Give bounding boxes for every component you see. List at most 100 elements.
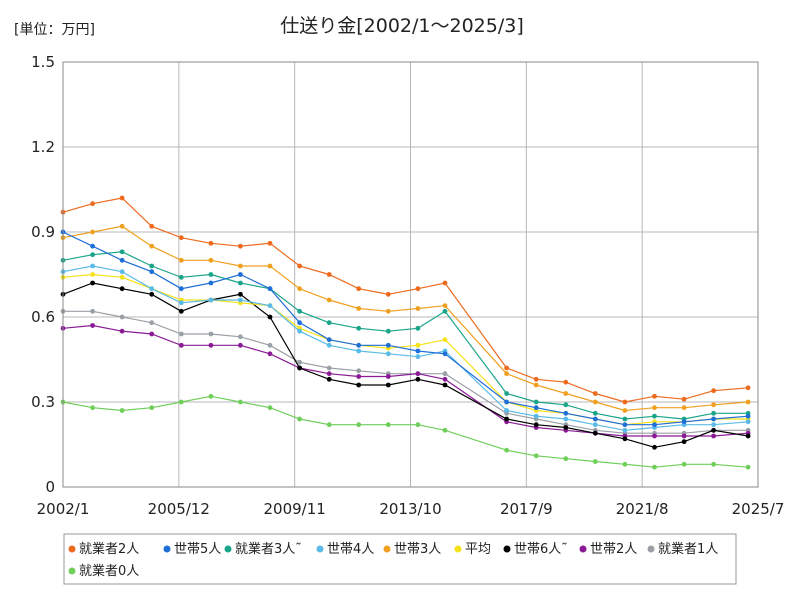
legend-item: 世帯5人 xyxy=(163,542,221,557)
data-point xyxy=(415,342,421,348)
data-point xyxy=(119,257,125,263)
data-point xyxy=(533,382,539,388)
data-point xyxy=(711,427,716,433)
legend-label: 平均 xyxy=(465,542,491,557)
data-point xyxy=(178,300,184,306)
data-point xyxy=(238,291,243,297)
grid xyxy=(62,61,759,488)
x-tick-label: 2005/12 xyxy=(148,500,210,518)
data-point xyxy=(622,408,628,413)
data-point xyxy=(208,280,214,286)
data-point xyxy=(622,399,628,405)
data-point xyxy=(504,391,509,396)
data-point xyxy=(681,396,687,402)
legend-label: 就業者2人 xyxy=(79,541,139,557)
data-point xyxy=(297,263,302,269)
data-point xyxy=(208,240,214,246)
data-point xyxy=(711,388,716,394)
x-tick-label: 2009/11 xyxy=(264,500,326,518)
data-point xyxy=(356,422,362,428)
data-point xyxy=(415,422,421,428)
data-point xyxy=(533,422,539,428)
data-point xyxy=(326,272,332,277)
data-point xyxy=(238,297,243,303)
data-point xyxy=(533,453,539,459)
data-point xyxy=(297,308,302,314)
legend-item: 世帯6人˜ xyxy=(503,542,568,557)
data-point xyxy=(267,405,273,411)
data-point xyxy=(90,229,95,235)
data-point xyxy=(238,399,243,405)
data-point xyxy=(267,263,273,269)
data-point xyxy=(385,382,391,388)
data-point xyxy=(415,348,421,354)
data-point xyxy=(745,413,751,419)
legend-label: 世帯2人 xyxy=(590,542,637,557)
data-point xyxy=(415,354,421,360)
data-point xyxy=(208,272,214,277)
data-point xyxy=(385,308,391,314)
data-point xyxy=(326,320,332,326)
data-point xyxy=(442,371,448,377)
data-point xyxy=(90,243,95,249)
data-point xyxy=(504,365,509,371)
data-point xyxy=(149,223,155,229)
data-point xyxy=(592,410,598,416)
data-point xyxy=(415,376,421,382)
data-point xyxy=(652,413,657,419)
data-point xyxy=(415,286,421,292)
x-tick-label: 2013/10 xyxy=(379,500,441,518)
data-point xyxy=(178,235,184,241)
data-point xyxy=(442,382,448,388)
legend-marker xyxy=(383,545,391,553)
legend-label: 就業者3人˜ xyxy=(235,541,302,557)
data-point xyxy=(356,374,362,379)
series-1 xyxy=(60,195,751,405)
data-point xyxy=(442,308,448,314)
y-tick-label: 0.6 xyxy=(31,308,55,326)
legend: 就業者2人 世帯5人 就業者3人˜ 世帯4人 世帯3人 平均 世帯6人˜ 世帯2人 就業者1人就… xyxy=(63,533,737,585)
y-tick-label: 0 xyxy=(45,478,55,496)
data-point xyxy=(711,402,716,408)
data-point xyxy=(297,328,302,334)
legend-item: 就業者2人 xyxy=(68,541,139,557)
chart-title: 仕送り金[2002/1〜2025/3] xyxy=(280,15,524,37)
data-point xyxy=(681,405,687,411)
data-point xyxy=(119,269,125,275)
legend-item: 就業者0人 xyxy=(68,563,139,579)
legend-marker xyxy=(68,567,76,575)
data-point xyxy=(119,286,125,292)
legend-marker xyxy=(503,545,511,553)
data-point xyxy=(442,351,448,357)
data-point xyxy=(238,342,243,348)
data-point xyxy=(622,427,628,433)
data-point xyxy=(681,433,687,439)
data-point xyxy=(297,359,302,365)
data-point xyxy=(356,382,362,388)
data-point xyxy=(622,422,628,428)
data-point xyxy=(745,399,751,405)
legend-marker xyxy=(647,545,655,553)
data-point xyxy=(711,410,716,416)
legend-marker xyxy=(163,545,171,553)
data-point xyxy=(326,376,332,382)
data-point xyxy=(149,243,155,249)
data-point xyxy=(745,433,751,439)
data-point xyxy=(149,263,155,269)
data-point xyxy=(504,416,509,422)
data-point xyxy=(119,408,125,413)
data-point xyxy=(385,328,391,334)
x-tick-label: 2021/8 xyxy=(616,500,669,518)
data-point xyxy=(178,257,184,263)
data-point xyxy=(592,430,598,436)
data-point xyxy=(208,257,214,263)
data-point xyxy=(326,297,332,303)
data-point xyxy=(178,342,184,348)
data-point xyxy=(622,436,628,442)
data-point xyxy=(385,291,391,297)
data-point xyxy=(563,402,569,408)
data-point xyxy=(238,272,243,277)
data-point xyxy=(149,405,155,411)
legend-marker xyxy=(68,545,76,553)
